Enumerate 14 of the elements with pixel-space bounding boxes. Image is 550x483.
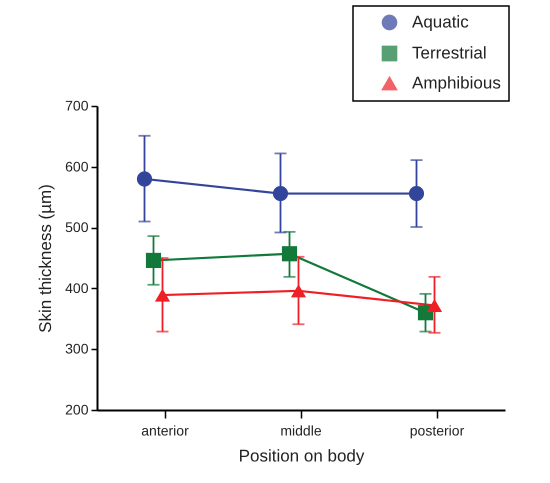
x-tick-label: middle <box>280 422 322 438</box>
y-tick-label: 200 <box>65 402 89 418</box>
y-axis-title: Skin thickness (µm) <box>36 184 56 333</box>
y-tick-label: 600 <box>65 158 89 174</box>
legend-label: Amphibious <box>412 74 501 92</box>
y-tick-label: 300 <box>65 340 89 357</box>
x-tick-label: anterior <box>141 422 190 438</box>
y-tick-label: 400 <box>65 280 89 296</box>
legend-label: Aquatic <box>412 12 470 32</box>
y-tick-label: 500 <box>65 219 89 236</box>
x-tick-label: posterior <box>410 422 465 438</box>
legend-label: Terrestrial <box>412 44 487 62</box>
x-axis-title: Position on body <box>238 446 365 466</box>
y-tick-label: 700 <box>65 98 89 114</box>
